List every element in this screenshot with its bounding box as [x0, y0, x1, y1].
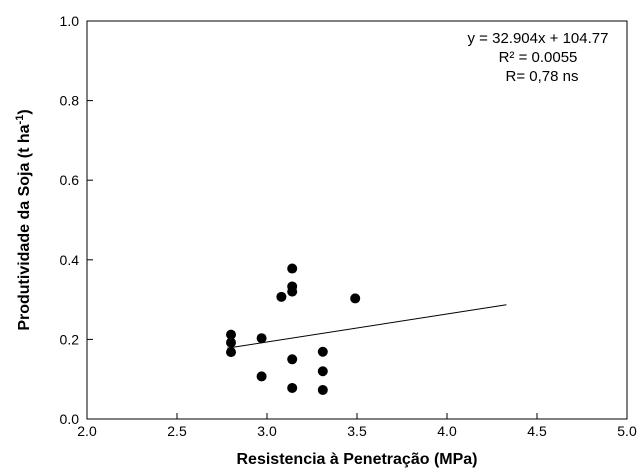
data-point — [317, 366, 328, 377]
y-tick-label: 1.0 — [60, 13, 80, 29]
x-tick-label: 4.0 — [437, 423, 457, 439]
data-point — [350, 293, 361, 304]
data-point — [287, 286, 298, 297]
x-tick-label: 2.5 — [167, 423, 187, 439]
data-point — [317, 384, 328, 395]
y-axis-title-superscript: -1 — [14, 115, 26, 125]
data-point — [276, 291, 287, 302]
data-point — [226, 337, 236, 348]
y-axis-ticks: 0.0 0.2 0.4 0.6 0.8 1.0 — [60, 13, 93, 427]
data-point — [256, 333, 267, 344]
x-tick-label: 2.0 — [77, 423, 97, 439]
data-point — [317, 346, 328, 357]
regression-line — [227, 304, 507, 349]
annotation-r: R= 0,78 ns — [506, 68, 579, 85]
regression-annotation: y = 32.904x + 104.77 R² = 0.0055 R= 0,78… — [468, 30, 609, 85]
annotation-r-squared: R² = 0.0055 — [499, 49, 578, 66]
data-points-layer — [226, 263, 361, 395]
y-axis-title-main: Produtividade da Soja (t ha — [16, 124, 33, 330]
x-tick-label: 5.0 — [617, 423, 637, 439]
y-tick-label: 0.8 — [60, 93, 80, 109]
annotation-equation: y = 32.904x + 104.77 — [468, 30, 609, 47]
x-tick-label: 4.5 — [527, 423, 547, 439]
y-tick-label: 0.4 — [60, 252, 80, 268]
y-axis-title: Produtividade da Soja (t ha-1) — [14, 109, 33, 330]
x-tick-label: 3.0 — [257, 423, 277, 439]
x-axis-ticks: 2.0 2.5 3.0 3.5 4.0 4.5 5.0 — [77, 413, 637, 439]
y-tick-label: 0.0 — [60, 411, 80, 427]
trendline-layer — [227, 304, 507, 349]
x-tick-label: 3.5 — [347, 423, 367, 439]
x-axis-title: Resistencia à Penetração (MPa) — [237, 451, 478, 468]
y-axis-title-suffix: ) — [16, 109, 33, 114]
y-tick-label: 0.2 — [60, 331, 80, 347]
y-tick-label: 0.6 — [60, 172, 80, 188]
data-point — [287, 263, 298, 274]
data-point — [226, 329, 236, 340]
data-point — [256, 371, 267, 382]
data-point — [226, 347, 236, 358]
data-point — [287, 354, 298, 365]
data-point — [287, 382, 298, 393]
